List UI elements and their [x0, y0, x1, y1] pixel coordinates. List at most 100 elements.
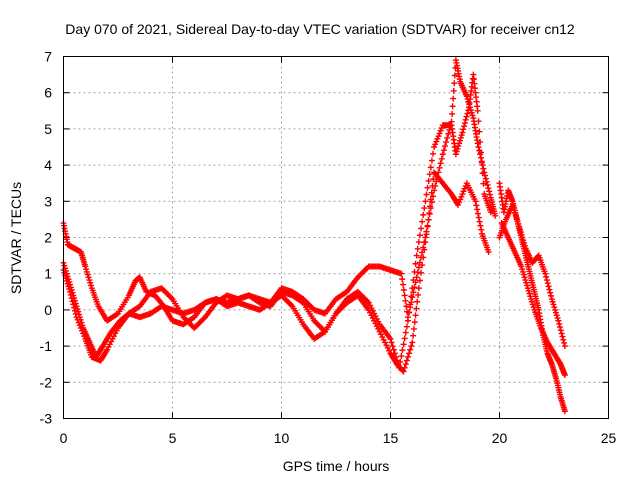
- data-point: [408, 343, 415, 350]
- data-point: [401, 364, 408, 371]
- data-point: [398, 353, 405, 360]
- data-point: [410, 277, 417, 284]
- data-point: [409, 294, 416, 301]
- data-point: [409, 339, 416, 346]
- data-point: [561, 408, 568, 415]
- data-point: [556, 320, 563, 327]
- data-point: [449, 103, 456, 110]
- y-tick-label: 3: [44, 193, 52, 209]
- x-tick-labels: 0 5 10 15 20 25: [60, 430, 617, 446]
- data-point: [486, 191, 493, 198]
- data-point: [434, 135, 441, 142]
- data-point: [413, 274, 420, 281]
- data-point: [520, 271, 527, 278]
- data-point: [422, 239, 429, 246]
- data-point: [420, 254, 427, 261]
- data-point: [518, 231, 525, 238]
- data-point: [528, 296, 535, 303]
- data-point: [402, 329, 409, 336]
- data-point: [65, 283, 72, 290]
- data-point: [439, 151, 446, 158]
- data-point: [84, 271, 91, 278]
- data-point: [76, 322, 83, 329]
- data-markers: [60, 57, 568, 415]
- data-point: [404, 317, 411, 324]
- data-point: [550, 301, 557, 308]
- data-point: [410, 332, 417, 339]
- data-point: [415, 264, 422, 271]
- data-point: [524, 282, 531, 289]
- chart-title: Day 070 of 2021, Sidereal Day-to-day VTE…: [65, 21, 575, 37]
- data-point: [483, 178, 490, 185]
- data-point: [409, 285, 416, 292]
- x-tick-label: 0: [60, 430, 68, 446]
- data-point: [530, 304, 537, 311]
- data-point: [463, 113, 470, 120]
- data-point: [402, 361, 409, 368]
- data-point: [522, 277, 529, 284]
- data-point: [474, 210, 481, 217]
- data-point: [403, 303, 410, 310]
- data-point: [437, 127, 444, 134]
- data-point: [557, 327, 564, 334]
- data-point: [416, 277, 423, 284]
- data-point: [473, 202, 480, 209]
- data-point: [549, 298, 556, 305]
- data-point: [510, 204, 517, 211]
- data-point: [399, 276, 406, 283]
- data-point: [457, 196, 464, 203]
- data-point: [515, 220, 522, 227]
- data-point: [552, 306, 559, 313]
- data-point: [74, 316, 81, 323]
- plot-frame: [63, 56, 609, 419]
- data-point: [79, 327, 86, 334]
- data-point: [420, 211, 427, 218]
- data-point: [438, 155, 445, 162]
- data-point: [547, 289, 554, 296]
- data-point: [416, 232, 423, 239]
- data-point: [561, 339, 568, 346]
- data-point: [430, 150, 437, 157]
- data-point: [81, 333, 88, 340]
- data-point: [553, 312, 560, 319]
- data-point: [450, 95, 457, 102]
- data-point: [399, 347, 406, 354]
- data-point: [429, 182, 436, 189]
- y-tick-label: 5: [44, 121, 52, 137]
- data-point: [406, 350, 413, 357]
- data-point: [411, 268, 418, 275]
- data-point: [512, 212, 519, 219]
- data-point: [456, 137, 463, 144]
- data-point: [67, 291, 74, 298]
- data-point: [458, 132, 465, 139]
- data-point: [521, 239, 528, 246]
- data-point: [422, 198, 429, 205]
- data-point: [388, 339, 395, 346]
- data-point: [544, 280, 551, 287]
- data-point: [560, 336, 567, 343]
- data-point: [398, 270, 405, 277]
- data-point: [88, 282, 95, 289]
- data-point: [419, 218, 426, 225]
- data-point: [411, 319, 418, 326]
- x-tick-label: 5: [169, 430, 177, 446]
- data-point: [450, 87, 457, 94]
- data-point: [485, 185, 492, 192]
- data-point: [423, 231, 430, 238]
- data-point: [71, 304, 78, 311]
- data-point: [401, 335, 408, 342]
- data-point: [403, 323, 410, 330]
- y-tick-label: -3: [40, 411, 53, 427]
- y-tick-label: -2: [40, 374, 53, 390]
- data-point: [400, 286, 407, 293]
- data-point: [482, 175, 489, 182]
- data-point: [480, 180, 487, 187]
- data-point: [516, 226, 523, 233]
- data-point: [478, 159, 485, 166]
- data-point: [400, 281, 407, 288]
- y-tick-label: 2: [44, 230, 52, 246]
- data-point: [77, 325, 84, 331]
- data-point: [61, 269, 68, 276]
- data-point: [477, 154, 484, 161]
